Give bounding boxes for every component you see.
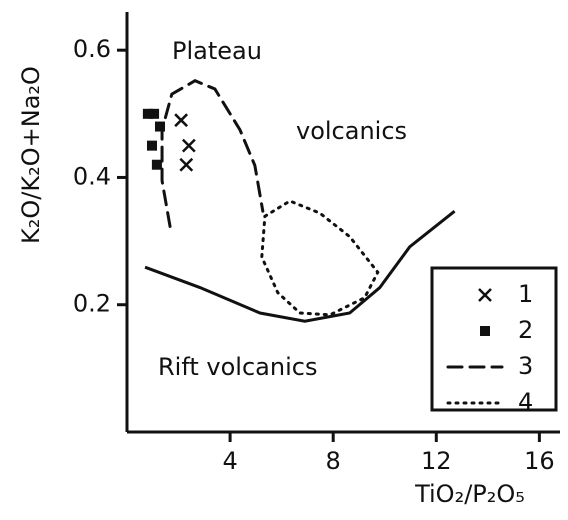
annotation: Plateau	[172, 37, 262, 65]
point	[147, 140, 158, 151]
point	[179, 157, 194, 172]
legend-label: 4	[518, 388, 533, 416]
x-tick-label: 16	[524, 447, 555, 475]
y-tick-label: 0.2	[73, 290, 111, 318]
legend-marker	[478, 288, 492, 302]
x-tick-label: 8	[326, 447, 341, 475]
point	[174, 113, 189, 128]
series-line	[260, 199, 380, 317]
legend-marker	[480, 326, 490, 336]
x-axis-label: TiO₂/P₂O₅	[414, 480, 525, 508]
point	[151, 159, 162, 170]
legend-label: 3	[518, 352, 533, 380]
x-tick-label: 12	[421, 447, 452, 475]
y-tick-label: 0.4	[73, 162, 111, 190]
point	[181, 138, 196, 153]
annotation: Rift volcanics	[158, 353, 317, 381]
legend-box	[430, 266, 558, 412]
point	[154, 121, 165, 132]
point	[149, 108, 160, 119]
y-axis-label: K₂O/K₂O+Na₂O	[17, 66, 45, 244]
legend-label: 1	[518, 280, 533, 308]
annotation: volcanics	[296, 117, 407, 145]
legend-label: 2	[518, 316, 533, 344]
boundary-line	[144, 210, 456, 323]
x-tick-label: 4	[222, 447, 237, 475]
series-line	[160, 79, 265, 228]
y-tick-label: 0.6	[73, 35, 111, 63]
point	[142, 108, 153, 119]
